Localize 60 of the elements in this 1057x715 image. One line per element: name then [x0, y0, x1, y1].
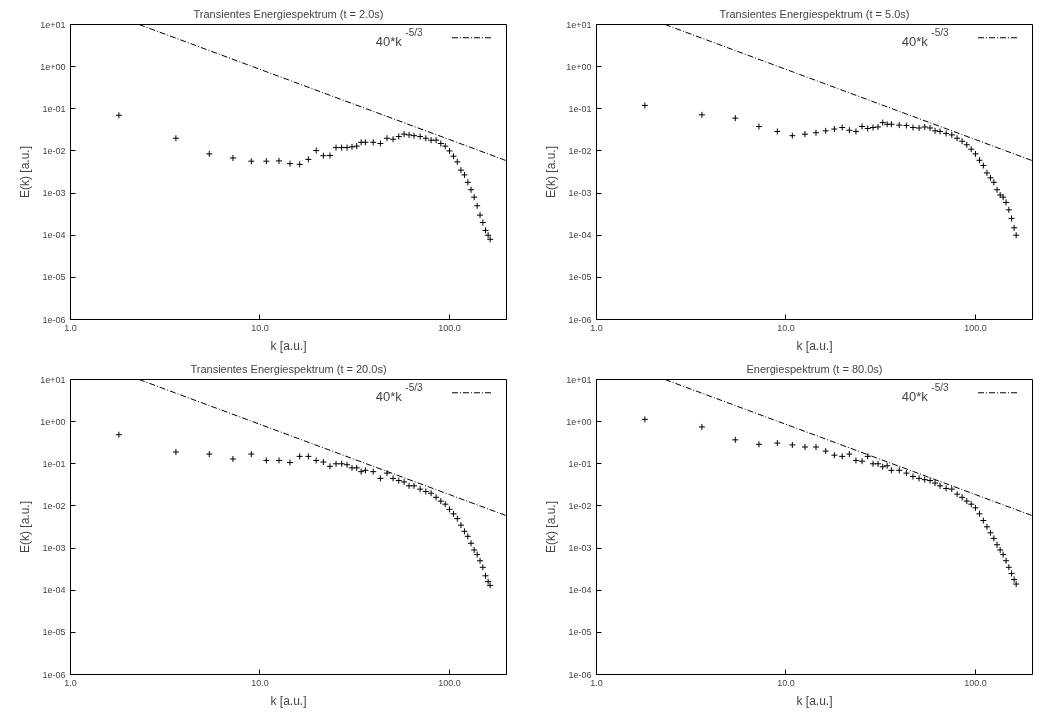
y-tick-label: 1e-06 [568, 314, 592, 325]
legend-label: 40*k-5/3 [901, 382, 949, 405]
chart-title: Transientes Energiespektrum (t = 20.0s) [190, 362, 387, 375]
y-tick-label: 1e-01 [568, 458, 592, 469]
y-tick-label: 1e-01 [42, 458, 66, 469]
y-tick-label: 1e-03 [42, 543, 66, 554]
y-tick-label: 1e-03 [568, 188, 592, 199]
y-axis-title: E(k) [a.u.] [544, 145, 559, 199]
chart-title: Transientes Energiespektrum (t = 2.0s) [193, 7, 384, 20]
x-tick-label: 10.0 [251, 677, 269, 688]
y-tick-label: 1e+00 [40, 416, 66, 427]
y-tick-label: 1e-02 [42, 145, 66, 156]
legend-label: 40*k-5/3 [901, 27, 949, 50]
x-tick-label: 100.0 [964, 322, 987, 333]
y-axis-title: E(k) [a.u.] [544, 500, 559, 554]
y-tick-label: 1e-04 [42, 585, 66, 596]
y-tick-label: 1e-05 [42, 627, 66, 638]
y-tick-label: 1e-02 [568, 145, 592, 156]
y-tick-label: 1e+01 [566, 374, 592, 385]
x-axis-title: k [a.u.] [270, 693, 307, 708]
y-tick-label: 1e-05 [568, 627, 592, 638]
x-axis-title: k [a.u.] [796, 338, 833, 353]
y-tick-label: 1e-04 [568, 230, 592, 241]
x-tick-label: 10.0 [777, 677, 795, 688]
x-tick-label: 10.0 [777, 322, 795, 333]
y-tick-label: 1e-05 [42, 272, 66, 283]
y-tick-label: 1e-06 [42, 314, 66, 325]
x-tick-label: 1.0 [64, 677, 77, 688]
y-axis-title: E(k) [a.u.] [18, 145, 33, 199]
x-tick-label: 100.0 [964, 677, 987, 688]
y-tick-label: 1e-02 [42, 500, 66, 511]
y-tick-label: 1e-01 [42, 103, 66, 114]
y-tick-label: 1e+00 [40, 61, 66, 72]
y-tick-label: 1e-06 [42, 669, 66, 680]
y-tick-label: 1e+00 [566, 416, 592, 427]
x-tick-label: 10.0 [251, 322, 269, 333]
x-tick-label: 1.0 [590, 322, 603, 333]
chart-title: Energiespektrum (t = 80.0s) [746, 362, 883, 375]
y-tick-label: 1e+01 [566, 19, 592, 30]
y-tick-label: 1e-03 [568, 543, 592, 554]
y-tick-label: 1e-04 [42, 230, 66, 241]
x-tick-label: 100.0 [438, 677, 461, 688]
x-tick-label: 1.0 [64, 322, 77, 333]
y-tick-label: 1e-05 [568, 272, 592, 283]
x-axis-title: k [a.u.] [796, 693, 833, 708]
y-tick-label: 1e-03 [42, 188, 66, 199]
x-tick-label: 1.0 [590, 677, 603, 688]
y-tick-label: 1e+01 [40, 374, 66, 385]
chart-title: Transientes Energiespektrum (t = 5.0s) [719, 7, 910, 20]
y-tick-label: 1e-02 [568, 500, 592, 511]
x-tick-label: 100.0 [438, 322, 461, 333]
y-tick-label: 1e-01 [568, 103, 592, 114]
y-tick-label: 1e+00 [566, 61, 592, 72]
y-tick-label: 1e-06 [568, 669, 592, 680]
y-tick-label: 1e+01 [40, 19, 66, 30]
x-axis-title: k [a.u.] [270, 338, 307, 353]
y-tick-label: 1e-04 [568, 585, 592, 596]
legend-label: 40*k-5/3 [375, 382, 423, 405]
legend-label: 40*k-5/3 [375, 27, 423, 50]
y-axis-title: E(k) [a.u.] [18, 500, 33, 554]
